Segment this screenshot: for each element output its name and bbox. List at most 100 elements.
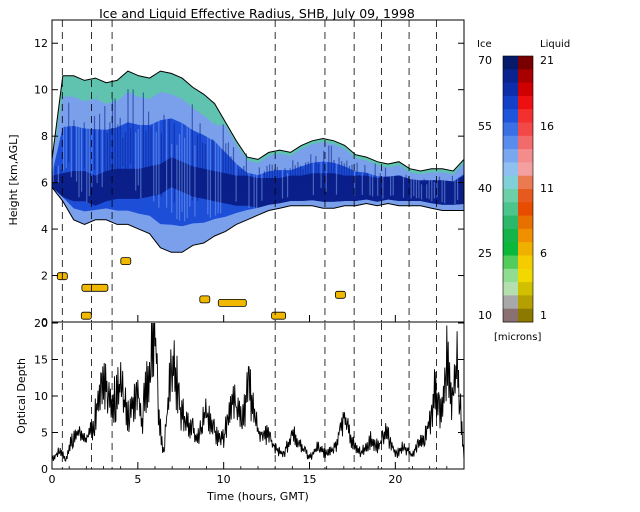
time-axis: 0 5 10 15 20 [49, 315, 465, 486]
colorbar-liquid-tick-label: 11 [540, 182, 554, 195]
cloud-top-outline [52, 70, 464, 172]
height-tick-label: 8 [41, 130, 48, 143]
colorbar-ice-cell [503, 56, 518, 70]
optical-depth-axis-label: Optical Depth [15, 358, 28, 434]
colorbar-ice-cell [503, 175, 518, 190]
colorbar-ice-cell [503, 215, 518, 230]
colorbar-ice-cell [503, 295, 518, 310]
colorbar-ice-cell [503, 149, 518, 163]
height-tick-label: 4 [41, 223, 48, 236]
colorbar-ice-tick-label: 70 [478, 54, 492, 67]
cloud-top-fringe [52, 71, 464, 175]
height-tick-label: 2 [41, 270, 48, 283]
colorbar-ice-scale [503, 56, 518, 323]
colorbar-liquid-cell [518, 228, 533, 243]
colorbar-ice-cell [503, 202, 518, 217]
colorbar-ice-cell [503, 189, 518, 203]
colorbar-liquid-tick-label: 16 [540, 120, 554, 133]
colorbar-ice-cell [503, 95, 518, 110]
colorbar-liquid-cell [518, 282, 533, 296]
optical-depth-line [52, 323, 464, 462]
colorbar-liquid-cell [518, 162, 533, 177]
colorbar-ice-ticks: 70 55 40 25 10 [478, 54, 492, 322]
colorbar-liquid-cell [518, 242, 533, 256]
liquid-cloud-patch [80, 311, 92, 320]
cloud-base-outline [52, 186, 464, 253]
colorbar-ice-cell [503, 69, 518, 84]
optical-depth-tick-label: 0 [41, 463, 48, 476]
liquid-cloud-patch [271, 311, 287, 320]
height-tick-label: 6 [41, 177, 48, 190]
colorbar-liquid-cell [518, 215, 533, 230]
colorbar-ice-tick-label: 40 [478, 182, 492, 195]
colorbar-ice-cell [503, 242, 518, 256]
colorbar-ice-tick-label: 55 [478, 120, 492, 133]
colorbar-liquid-cell [518, 95, 533, 110]
liquid-cloud-patch [199, 295, 211, 304]
colorbar-liquid-cell [518, 175, 533, 190]
liquid-cloud-patch [81, 283, 109, 292]
optical-depth-tick-label: 15 [34, 354, 48, 367]
time-tick-label: 15 [303, 473, 317, 486]
height-tick-label: 12 [34, 37, 48, 50]
colorbar-liquid-ticks: 21 16 11 6 1 [540, 54, 554, 322]
effective-radius-panel: 0 2 4 6 8 10 12 Height [km,AGL] [7, 19, 465, 329]
colorbar-ice-cell [503, 228, 518, 243]
optical-depth-plot [52, 323, 464, 462]
colorbar-ice-title: Ice [477, 39, 492, 50]
colorbar-liquid-tick-label: 1 [540, 309, 547, 322]
effective-radius-image [52, 70, 464, 320]
liquid-cloud-patch [334, 290, 346, 299]
optical-depth-panel: 0 5 10 15 20 0 5 10 15 20 Optical Depth Time (ho… [15, 315, 465, 503]
time-tick-label: 0 [49, 473, 56, 486]
liquid-cloud-patch [120, 257, 132, 266]
optical-depth-tick-label: 20 [34, 317, 48, 330]
colorbar-liquid-cell [518, 109, 533, 123]
colorbar-liquid-cell [518, 56, 533, 70]
time-tick-label: 20 [388, 473, 402, 486]
colorbar-liquid-title: Liquid [540, 39, 570, 50]
optical-depth-tick-label: 5 [41, 427, 48, 440]
colorbar-ice-cell [503, 282, 518, 296]
height-tick-label: 0 [41, 316, 48, 329]
time-guide-lines [61, 20, 437, 322]
colorbar-ice-cell [503, 162, 518, 177]
colorbar-liquid-cell [518, 268, 533, 283]
colorbar-liquid-cell [518, 149, 533, 163]
colorbar-ice-cell [503, 308, 518, 323]
colorbar-liquid-cell [518, 255, 533, 270]
colorbar-liquid-tick-label: 6 [540, 247, 547, 260]
colorbar-ice-cell [503, 255, 518, 270]
height-axis-label: Height [km,AGL] [7, 134, 20, 225]
colorbar-liquid-cell [518, 82, 533, 97]
time-axis-label: Time (hours, GMT) [206, 490, 309, 503]
colorbar-liquid-cell [518, 135, 533, 150]
colorbar-liquid-cell [518, 202, 533, 217]
colorbar-liquid-tick-label: 21 [540, 54, 554, 67]
optical-depth-guide-lines [61, 323, 437, 469]
optical-depth-axis: 0 5 10 15 20 [34, 317, 464, 476]
colorbar-unit: [microns] [494, 332, 541, 343]
chart-title: Ice and Liquid Effective Radius, SHB, Ju… [99, 6, 415, 21]
height-tick-label: 10 [34, 84, 48, 97]
colorbar-liquid-scale [518, 56, 533, 323]
liquid-cloud-patch [217, 298, 247, 307]
colorbar-liquid-cell [518, 122, 533, 137]
colorbar: Ice Liquid 70 55 40 25 10 21 16 11 6 1 [microns] [477, 39, 570, 343]
colorbar-ice-cell [503, 122, 518, 137]
colorbar-liquid-cell [518, 69, 533, 84]
time-tick-label: 10 [217, 473, 231, 486]
colorbar-liquid-cell [518, 308, 533, 323]
colorbar-frame [502, 55, 534, 323]
cloud-core-layer [52, 157, 464, 208]
colorbar-liquid-cell [518, 189, 533, 203]
time-tick-label: 5 [134, 473, 141, 486]
colorbar-ice-cell [503, 135, 518, 150]
colorbar-ice-cell [503, 82, 518, 97]
optical-depth-tick-label: 10 [34, 390, 48, 403]
colorbar-ice-tick-label: 10 [478, 309, 492, 322]
colorbar-liquid-cell [518, 295, 533, 310]
colorbar-ice-cell [503, 268, 518, 283]
colorbar-ice-tick-label: 25 [478, 247, 492, 260]
